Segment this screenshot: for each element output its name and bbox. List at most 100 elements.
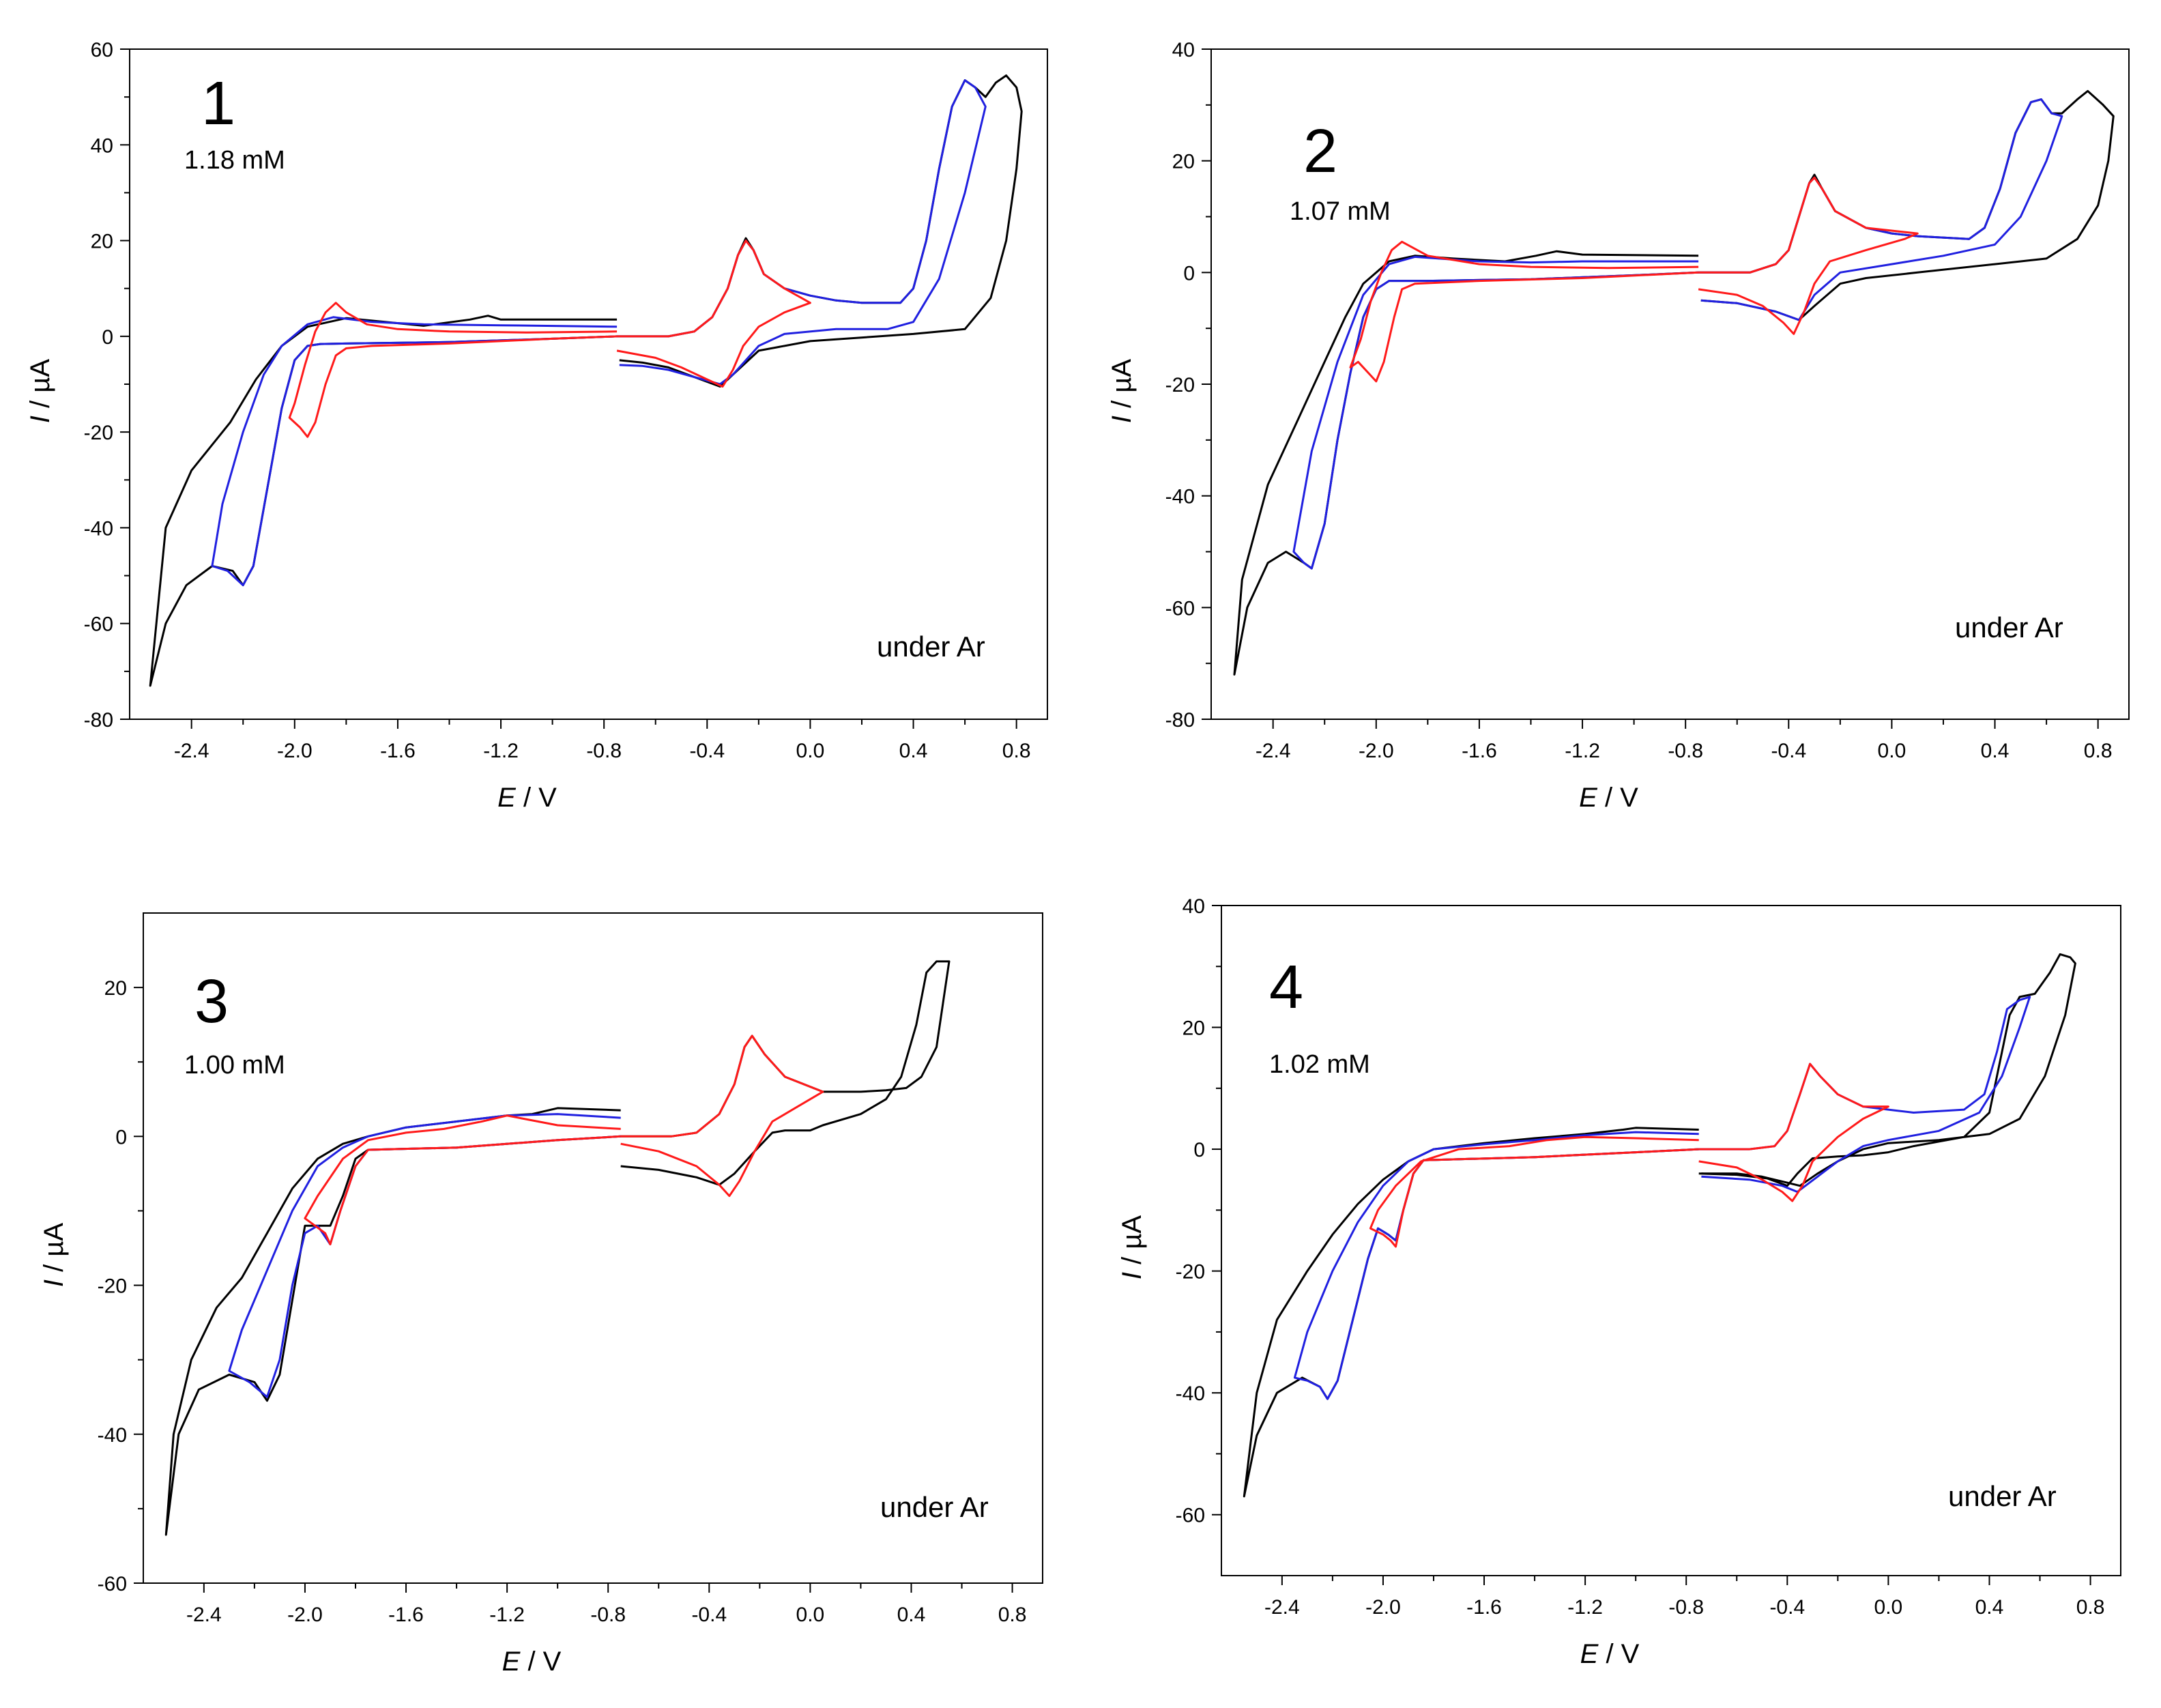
panel-3: -2.4 -2.0 -1.6 -1.2 -0.8 -0.4 0.0 0.4 0.8 20 0 -20…: [39, 912, 1043, 1677]
y-tick-label: 40: [1183, 895, 1205, 918]
y-tick-label: 20: [1183, 1017, 1205, 1040]
concentration-label: 1.07 mM: [1290, 197, 1391, 226]
tick-marks: [1212, 905, 2091, 1585]
y-tick-label: -60: [1176, 1505, 1205, 1527]
x-axis-title: E / V: [502, 1647, 562, 1677]
x-tick-label: 0.0: [1874, 1596, 1903, 1619]
cv-trace-black: [164, 1107, 621, 1536]
traces: [1243, 953, 2076, 1498]
x-tick-labels: -2.4 -2.0 -1.6 -1.2 -0.8 -0.4 0.0 0.4 0.8: [1256, 740, 2113, 762]
cv-trace-red: [1698, 1062, 1889, 1202]
cv-trace-blue: [228, 1113, 621, 1398]
x-tick-label: -0.4: [1771, 740, 1806, 762]
concentration-label: 1.18 mM: [184, 146, 285, 175]
x-tick-labels: -2.4 -2.0 -1.6 -1.2 -0.8 -0.4 0.0 0.4 0.8: [1264, 1596, 2104, 1619]
x-tick-label: -0.8: [1668, 740, 1703, 762]
y-tick-label: 40: [1172, 39, 1195, 61]
y-tick-label: -40: [84, 517, 113, 540]
x-tick-label: -2.4: [186, 1604, 222, 1626]
cv-trace-red: [1369, 1135, 1699, 1248]
y-tick-label: 60: [91, 39, 113, 61]
plot-frame: [1221, 905, 2121, 1576]
x-tick-label: 0.4: [1975, 1596, 2004, 1619]
y-tick-label: -20: [84, 422, 113, 444]
y-tick-label: 20: [91, 231, 113, 253]
x-tick-label: 0.4: [1981, 740, 2010, 762]
x-tick-label: -2.4: [1264, 1596, 1300, 1619]
x-tick-label: 0.4: [899, 740, 928, 762]
x-axis-title: E / V: [497, 783, 557, 813]
x-tick-label: 0.8: [2076, 1596, 2105, 1619]
cv-trace-blue: [1293, 1131, 1699, 1400]
cv-trace-black: [1243, 1127, 1699, 1498]
tick-marks: [1202, 48, 2099, 729]
cv-trace-red: [616, 240, 811, 388]
cv-trace-black: [1233, 250, 1699, 676]
x-tick-label: -1.2: [483, 740, 519, 762]
x-tick-label: 0.0: [796, 1604, 825, 1626]
y-tick-label: -60: [98, 1573, 127, 1595]
x-tick-label: -2.0: [1365, 1596, 1401, 1619]
y-tick-label: -20: [1176, 1261, 1205, 1284]
cv-trace-red: [1349, 240, 1699, 383]
y-tick-label: 40: [91, 134, 113, 157]
y-axis-title: I / µA: [1107, 359, 1137, 424]
panel-number-label: 2: [1303, 117, 1337, 186]
plot-frame: [143, 912, 1043, 1584]
cv-trace-red: [288, 302, 618, 438]
y-tick-label: -80: [84, 709, 113, 732]
x-tick-label: -0.8: [590, 1604, 626, 1626]
panel-number-label: 4: [1269, 953, 1303, 1022]
y-tick-label: 0: [1193, 1139, 1205, 1161]
y-tick-labels: 40 20 0 -20 -40 -60: [1176, 895, 1205, 1527]
x-tick-label: -2.0: [1359, 740, 1394, 762]
x-tick-label: -2.0: [277, 740, 313, 762]
y-tick-label: -40: [1176, 1383, 1205, 1405]
panel-1: -2.4 -2.0 -1.6 -1.2 -0.8 -0.4 0.0 0.4 0.8 60 40 20…: [25, 39, 1048, 813]
y-tick-label: 20: [104, 977, 127, 1000]
x-tick-label: -1.6: [388, 1604, 424, 1626]
y-tick-label: -60: [1165, 597, 1195, 620]
cv-trace-black: [1698, 953, 2076, 1187]
atmosphere-annotation: under Ar: [877, 631, 985, 663]
x-tick-label: -2.4: [174, 740, 209, 762]
y-tick-labels: 20 0 -20 -40 -60: [98, 977, 127, 1595]
concentration-label: 1.02 mM: [1269, 1050, 1370, 1079]
tick-marks: [134, 987, 1013, 1593]
x-tick-label: 0.8: [1002, 740, 1031, 762]
cv-trace-red: [620, 1034, 824, 1198]
x-tick-label: -1.6: [380, 740, 416, 762]
cv-trace-black: [617, 74, 1023, 388]
x-tick-label: 0.8: [2084, 740, 2113, 762]
x-tick-label: -0.4: [691, 1604, 727, 1626]
y-tick-label: -20: [98, 1275, 127, 1298]
y-axis-title: I / µA: [1117, 1215, 1147, 1280]
panel-2: -2.4 -2.0 -1.6 -1.2 -0.8 -0.4 0.0 0.4 0.8 40 20 0 -…: [1107, 39, 2130, 813]
atmosphere-annotation: under Ar: [1948, 1480, 2057, 1512]
y-tick-label: 0: [102, 326, 113, 349]
cv-trace-blue: [617, 79, 987, 386]
x-tick-labels: -2.4 -2.0 -1.6 -1.2 -0.8 -0.4 0.0 0.4 0.8: [186, 1604, 1026, 1626]
x-tick-label: -1.2: [1565, 740, 1600, 762]
cv-trace-red: [1698, 176, 1919, 335]
x-tick-label: 0.8: [998, 1604, 1027, 1626]
panel-number-label: 1: [201, 70, 235, 138]
x-tick-label: -0.4: [1769, 1596, 1805, 1619]
cv-trace-blue: [1698, 98, 2063, 321]
y-tick-label: -20: [1165, 374, 1195, 396]
x-tick-label: -0.8: [586, 740, 622, 762]
x-tick-label: -1.6: [1462, 740, 1497, 762]
x-tick-label: -1.2: [1567, 1596, 1603, 1619]
cv-trace-red: [304, 1114, 621, 1245]
atmosphere-annotation: under Ar: [1955, 611, 2063, 643]
y-axis-title: I / µA: [39, 1223, 69, 1288]
x-axis-title: E / V: [1580, 1639, 1640, 1669]
x-tick-label: -2.4: [1256, 740, 1291, 762]
traces: [149, 74, 1023, 687]
atmosphere-annotation: under Ar: [880, 1491, 989, 1523]
x-tick-label: 0.0: [796, 740, 825, 762]
x-tick-label: 0.0: [1878, 740, 1906, 762]
y-tick-label: -80: [1165, 709, 1195, 732]
concentration-label: 1.00 mM: [184, 1051, 285, 1080]
